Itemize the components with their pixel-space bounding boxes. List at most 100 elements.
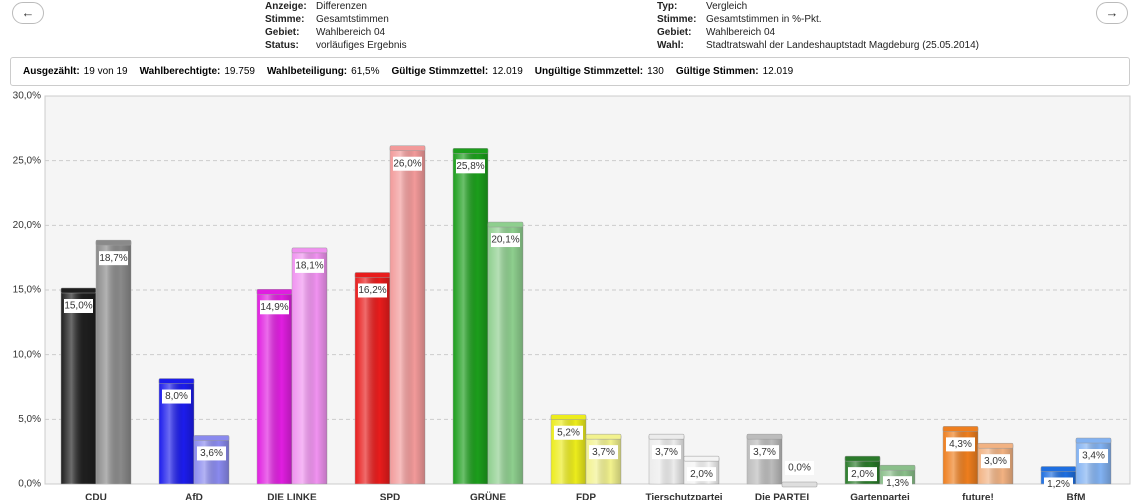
bar-cap: [683, 455, 720, 462]
bar-shine: [355, 274, 390, 484]
value-label: 3,0%: [984, 456, 1007, 467]
next-button[interactable]: →: [1096, 2, 1128, 24]
value-label: 14,9%: [260, 302, 288, 313]
bar-cap: [942, 426, 979, 432]
header-value: Vergleich: [706, 1, 748, 12]
stat-value: 12.019: [762, 66, 794, 77]
bar-shine: [257, 291, 292, 484]
y-tick-label: 20,0%: [13, 220, 41, 231]
stat-value: 61,5%: [351, 66, 380, 77]
bar-cap: [452, 148, 489, 154]
y-tick-label: 25,0%: [13, 155, 41, 166]
bar-cap: [781, 481, 818, 488]
value-label: 2,0%: [851, 469, 874, 480]
value-label-box: [162, 389, 191, 404]
value-label: 3,7%: [592, 447, 615, 458]
header-value: Gesamtstimmen: [316, 14, 389, 25]
x-tick-label: FDP: [576, 493, 596, 500]
bar-cap: [60, 287, 97, 294]
stat: Wahlbeteiligung: 61,5%: [267, 66, 380, 77]
value-label: 3,7%: [655, 447, 678, 458]
value-label-box: [64, 299, 93, 313]
header-value: Stadtratswahl der Landeshauptstadt Magde…: [706, 40, 979, 51]
header-label: Stimme:: [265, 14, 305, 25]
bar-cap: [193, 435, 230, 441]
stats-bar: Ausgezählt: 19 von 19 Wahlberechtigte: 19.7…: [10, 57, 1130, 86]
stat: Ungültige Stimmzettel: 130: [535, 66, 664, 77]
value-label-box: [99, 251, 128, 266]
x-tick-label: future!: [962, 493, 994, 500]
value-label: 3,7%: [753, 447, 776, 458]
bar-shine: [61, 290, 96, 484]
bar-shine: [747, 436, 782, 484]
value-label: 1,3%: [886, 478, 909, 489]
y-tick-label: 10,0%: [13, 349, 41, 360]
bar-cap: [95, 239, 132, 246]
value-label-box: [750, 445, 779, 460]
header-value: vorläufiges Ergebnis: [316, 40, 407, 51]
bar-cap: [1040, 466, 1077, 472]
value-label: 1,2%: [1047, 479, 1070, 490]
x-tick-label: SPD: [380, 493, 401, 500]
value-label: 3,6%: [200, 448, 223, 459]
y-tick-label: 0,0%: [18, 479, 41, 490]
bar-cap: [158, 378, 195, 384]
value-label: 2,0%: [690, 469, 713, 480]
value-label-box: [393, 156, 422, 171]
bar-cap: [550, 414, 587, 420]
stat-value: 19 von 19: [83, 66, 128, 77]
stat: Gültige Stimmen: 12.019: [676, 66, 793, 77]
stat-label: Ausgezählt:: [23, 66, 80, 77]
stat-label: Gültige Stimmen:: [675, 66, 759, 77]
x-tick-label: GRÜNE: [470, 491, 506, 500]
value-label: 0,0%: [788, 463, 811, 474]
x-tick-label: Die PARTEI: [755, 493, 809, 500]
value-label: 18,1%: [295, 261, 323, 272]
header-value: Wahlbereich 04: [706, 27, 776, 38]
value-label-box: [358, 283, 387, 298]
value-label: 8,0%: [165, 391, 188, 402]
bar-shine: [453, 150, 488, 484]
value-label-box: [554, 425, 583, 440]
x-tick-label: BfM: [1067, 493, 1086, 500]
value-label-box: [687, 467, 716, 482]
value-label-box: [456, 159, 485, 174]
bar-cap: [977, 442, 1014, 449]
y-tick-label: 15,0%: [13, 285, 41, 296]
x-tick-label: DIE LINKE: [267, 493, 317, 500]
prev-button[interactable]: ←: [12, 2, 44, 24]
stat-label: Wahlberechtigte:: [139, 66, 221, 77]
stat: Wahlberechtigte: 19.759: [140, 66, 255, 77]
value-label-box: [589, 445, 618, 460]
bar-shine: [649, 436, 684, 484]
bar-cap: [585, 433, 622, 440]
bar-cap: [256, 289, 293, 295]
stat-label: Ungültige Stimmzettel:: [534, 66, 644, 77]
bar-cap: [844, 455, 881, 462]
value-label-box: [1044, 477, 1073, 492]
stat: Gültige Stimmzettel: 12.019: [392, 66, 523, 77]
header-label: Gebiet:: [265, 27, 300, 38]
value-label-box: [848, 467, 877, 482]
header-label: Gebiet:: [657, 27, 692, 38]
value-label: 5,2%: [557, 427, 580, 438]
value-label-box: [1079, 449, 1108, 464]
value-label: 26,0%: [393, 158, 421, 169]
stat-value: 12.019: [492, 66, 523, 77]
bar-shine: [96, 242, 131, 484]
value-label: 18,7%: [99, 253, 127, 264]
value-label-box: [295, 258, 324, 273]
bar-shine: [390, 147, 425, 484]
bar-cap: [487, 221, 524, 228]
value-label-box: [946, 437, 975, 452]
y-tick-label: 5,0%: [18, 414, 41, 425]
bar-shine: [194, 437, 229, 484]
stat-value: 19.759: [224, 66, 255, 77]
value-label-box: [785, 461, 814, 475]
value-label-box: [652, 445, 681, 460]
stat: Ausgezählt: 19 von 19: [23, 66, 128, 77]
bar-cap: [291, 247, 328, 254]
x-tick-label: AfD: [185, 493, 203, 500]
bar-cap: [648, 433, 685, 440]
